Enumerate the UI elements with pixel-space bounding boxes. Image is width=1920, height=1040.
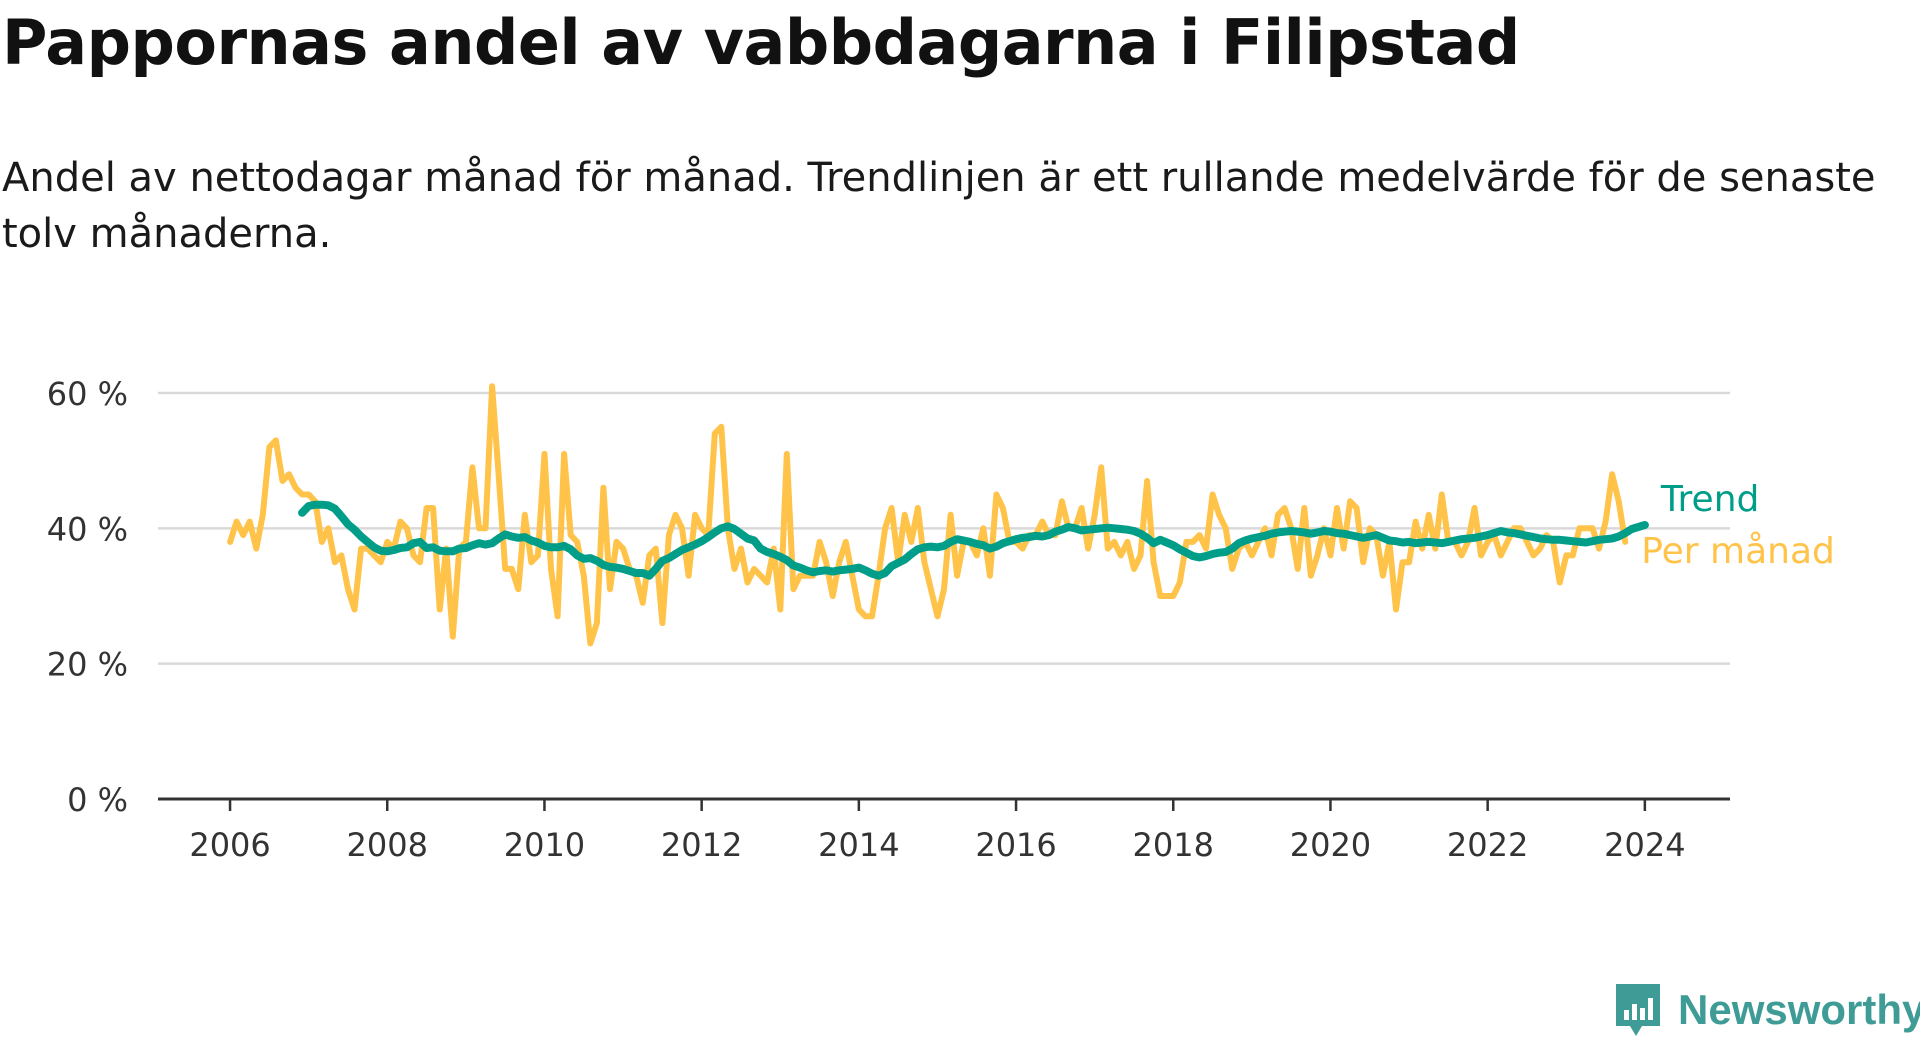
brand-name: Newsworthy [1678,986,1920,1033]
x-tick-label: 2022 [1447,826,1528,864]
chart-subtitle: Andel av nettodagar månad för månad. Tre… [2,155,1876,257]
y-tick-label: 60 % [47,375,128,413]
x-tick-label: 2006 [189,826,270,864]
newsworthy-logo-icon [1616,984,1660,1036]
monthly-end-label: Per månad [1641,531,1835,572]
x-tick-label: 2016 [975,826,1056,864]
brand: Newsworthy [1612,980,1920,1040]
trend-line [298,500,1649,580]
x-tick-label: 2012 [661,826,742,864]
monthly-line [227,383,1629,647]
x-tick-label: 2020 [1290,826,1371,864]
trend-end-label: Trend [1660,479,1760,520]
x-tick-label: 2024 [1604,826,1685,864]
x-tick-label: 2018 [1133,826,1214,864]
y-tick-label: 20 % [47,646,128,684]
y-tick-label: 0 % [67,781,128,819]
x-tick-label: 2008 [347,826,428,864]
y-tick-label: 40 % [47,510,128,548]
x-tick-label: 2014 [818,826,899,864]
chart-title: Pappornas andel av vabbdagarna i Filipst… [2,6,1520,79]
x-tick-label: 2010 [504,826,585,864]
